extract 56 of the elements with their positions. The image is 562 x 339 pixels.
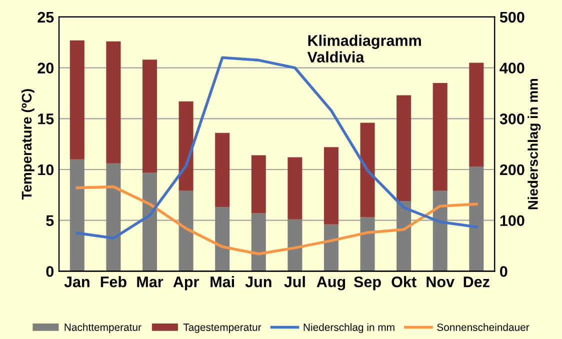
y-tick-label: 10: [38, 164, 54, 176]
x-tick-label: Okt: [392, 276, 416, 288]
bar: [70, 40, 84, 160]
y-axis-title: Temperature (ºC): [21, 89, 34, 200]
bar: [469, 166, 484, 272]
y2-tick-label: 100: [500, 215, 524, 226]
x-tick-label: Jan: [64, 276, 90, 288]
y2-tick-label: 500: [500, 12, 524, 23]
bar: [178, 190, 194, 272]
bar: [70, 159, 84, 272]
y2-tick-label: 300: [500, 114, 524, 124]
bar: [288, 157, 302, 220]
x-tick-label: Dez: [464, 276, 490, 288]
bar: [360, 217, 375, 272]
y2-tick-label: 0: [500, 266, 508, 277]
bar: [178, 101, 194, 191]
y-tick-label: 20: [38, 62, 54, 74]
bar: [324, 147, 338, 224]
bar: [142, 172, 158, 272]
y2-tick-label: 400: [500, 62, 524, 74]
x-tick-label: Mar: [137, 276, 164, 288]
legend-label: Tagestemperatur: [183, 324, 262, 334]
x-tick-label: Nov: [426, 276, 454, 288]
bar: [288, 219, 302, 272]
bar: [106, 41, 121, 164]
bar: [360, 122, 375, 218]
y-tick-label: 15: [38, 114, 54, 124]
bar: [142, 60, 158, 173]
bar: [215, 132, 230, 208]
bar: [251, 155, 266, 214]
bar: [396, 95, 412, 202]
bar: [432, 190, 448, 272]
legend-label: Nachttemperatur: [64, 323, 142, 334]
x-tick-label: Mai: [210, 276, 234, 288]
x-tick-label: Aug: [316, 276, 346, 290]
y-tick-label: 25: [38, 12, 54, 23]
bar: [106, 163, 121, 272]
bar: [396, 201, 412, 272]
x-tick-label: Jul: [284, 276, 305, 288]
bar: [251, 213, 266, 272]
line-series: [76, 185, 478, 256]
y2-tick-label: 200: [500, 164, 524, 176]
bar: [432, 83, 448, 191]
text: Klimadiagramm Valdivia: [307, 34, 421, 62]
y2-axis-title: Niederschlag in mm: [528, 78, 541, 210]
bar: [469, 62, 484, 166]
x-tick-label: Sep: [354, 276, 381, 290]
x-tick-label: Feb: [100, 276, 126, 288]
x-tick-label: Apr: [173, 276, 199, 290]
bar: [324, 224, 338, 272]
x-tick-label: Jun: [245, 276, 272, 288]
bar: [215, 207, 230, 272]
y-tick-label: 0: [46, 266, 54, 277]
legend-label: Niederschlag in mm: [304, 323, 394, 334]
legend-label: Sonnenscheindauer: [437, 323, 530, 331]
y-tick-label: 5: [46, 215, 54, 226]
